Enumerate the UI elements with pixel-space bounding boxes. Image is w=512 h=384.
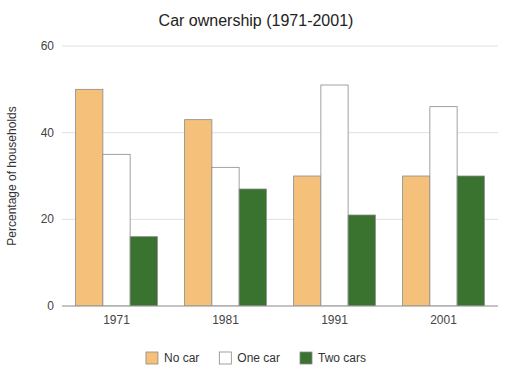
bar [348,215,375,306]
grid-line [62,306,498,307]
bars [76,85,485,306]
legend-label: One car [237,351,280,365]
legend-label: Two cars [318,351,366,365]
bar [76,89,103,306]
x-tick-label: 1971 [103,313,130,327]
legend-label: No car [164,351,199,365]
bar [185,120,212,306]
bar [103,154,130,306]
legend-item: Two cars [300,351,366,365]
bar [239,189,266,306]
page: {"chart_data": {"type": "bar", "title": … [0,0,512,384]
bar [430,107,457,306]
grid [62,46,498,306]
x-tick-label: 2001 [430,313,457,327]
chart-container: Car ownership (1971-2001) Percentage of h… [0,0,512,384]
bar [294,176,321,306]
bar [321,85,348,306]
legend-item: No car [146,351,199,365]
chart-svg: Car ownership (1971-2001) Percentage of h… [0,0,512,384]
legend-item: One car [219,351,280,365]
y-tick-label: 40 [41,126,55,140]
legend: No car One car Two cars [146,351,366,365]
x-axis-line [62,306,498,307]
bar [457,176,484,306]
y-tick-label: 60 [41,39,55,53]
bar [212,167,239,306]
y-axis-label: Percentage of households [5,106,19,245]
y-tick-label: 0 [47,299,54,313]
x-tick-label: 1991 [321,313,348,327]
bar [403,176,430,306]
legend-swatch [300,352,312,364]
y-tick-label: 20 [41,212,55,226]
title: Car ownership (1971-2001) [159,12,354,29]
grid-line [62,46,498,47]
bar [130,237,157,306]
legend-swatch [146,352,158,364]
legend-swatch [219,352,231,364]
x-tick-label: 1981 [212,313,239,327]
background [0,0,512,384]
